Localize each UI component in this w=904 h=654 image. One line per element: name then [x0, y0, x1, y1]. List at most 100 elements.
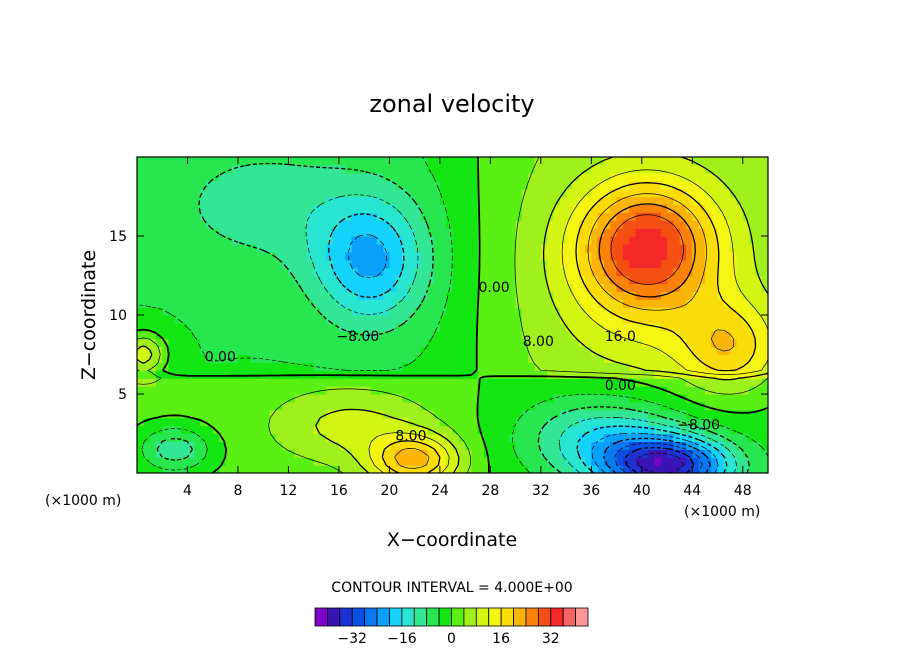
- field-cell: [603, 378, 611, 387]
- field-cell: [269, 441, 277, 450]
- field-cell: [673, 441, 681, 450]
- field-cell: [332, 172, 340, 182]
- field-cell: [256, 307, 264, 316]
- field-cell: [181, 378, 189, 387]
- field-cell: [603, 283, 611, 292]
- field-cell: [402, 433, 409, 442]
- field-cell: [730, 425, 738, 435]
- field-cell: [420, 180, 428, 190]
- field-cell: [704, 346, 712, 356]
- field-cell: [162, 243, 170, 253]
- field-cell: [187, 212, 195, 221]
- field-cell: [673, 465, 681, 473]
- field-cell: [357, 394, 365, 403]
- field-cell: [162, 457, 170, 466]
- field-cell: [704, 188, 712, 198]
- field-cell: [212, 330, 220, 340]
- field-cell: [275, 354, 283, 363]
- field-cell: [332, 220, 340, 229]
- field-cell: [490, 180, 498, 190]
- field-cell: [326, 283, 334, 292]
- field-cell: [484, 204, 491, 213]
- field-cell: [515, 275, 523, 284]
- field-cell: [717, 433, 725, 442]
- field-cell: [263, 259, 271, 269]
- field-cell: [174, 441, 182, 450]
- field-cell: [566, 378, 573, 387]
- field-cell: [761, 180, 768, 190]
- field-cell: [484, 378, 491, 387]
- field-cell: [143, 338, 151, 348]
- field-cell: [149, 283, 157, 292]
- field-cell: [168, 362, 176, 371]
- field-cell: [244, 243, 252, 253]
- field-cell: [174, 212, 182, 221]
- field-cell: [484, 370, 491, 379]
- colorbar-tick-label: 0: [447, 631, 456, 647]
- field-cell: [370, 299, 378, 308]
- field-cell: [534, 378, 542, 387]
- colorbar-swatch: [327, 607, 341, 627]
- field-cell: [250, 307, 258, 316]
- field-cell: [730, 409, 738, 419]
- field-cell: [742, 315, 750, 324]
- field-cell: [427, 346, 435, 356]
- field-cell: [585, 157, 592, 166]
- field-cell: [685, 299, 693, 308]
- field-cell: [490, 196, 498, 205]
- field-cell: [301, 220, 308, 229]
- field-cell: [477, 267, 485, 277]
- field-cell: [660, 322, 668, 332]
- field-cell: [364, 409, 372, 419]
- field-cell: [692, 307, 700, 316]
- field-cell: [364, 322, 372, 332]
- field-cell: [345, 465, 353, 473]
- field-cell: [736, 354, 744, 363]
- field-cell: [155, 267, 163, 277]
- field-cell: [427, 322, 435, 332]
- field-cell: [496, 220, 504, 229]
- field-cell: [654, 236, 662, 245]
- field-cell: [206, 322, 214, 332]
- field-cell: [711, 449, 719, 458]
- field-cell: [200, 315, 208, 324]
- field-cell: [319, 441, 327, 450]
- field-cell: [187, 157, 195, 166]
- field-cell: [294, 315, 302, 324]
- field-cell: [679, 212, 687, 221]
- field-cell: [761, 196, 768, 205]
- field-cell: [566, 346, 573, 356]
- field-cell: [540, 291, 548, 300]
- field-cell: [471, 196, 479, 205]
- field-cell: [717, 157, 725, 166]
- field-cell: [364, 251, 372, 261]
- field-cell: [553, 164, 561, 174]
- field-cell: [326, 228, 334, 237]
- field-cell: [667, 212, 674, 221]
- field-cell: [585, 386, 592, 395]
- field-cell: [465, 449, 473, 458]
- field-cell: [137, 172, 144, 182]
- field-cell: [263, 338, 271, 348]
- field-cell: [225, 267, 233, 277]
- field-cell: [193, 322, 201, 332]
- field-cell: [585, 259, 592, 269]
- field-cell: [168, 386, 176, 395]
- field-cell: [704, 164, 712, 174]
- field-cell: [338, 433, 346, 442]
- field-cell: [521, 291, 529, 300]
- field-cell: [301, 188, 308, 198]
- field-cell: [370, 204, 378, 213]
- field-cell: [364, 220, 372, 229]
- field-cell: [402, 378, 409, 387]
- field-cell: [490, 449, 498, 458]
- field-cell: [477, 425, 485, 435]
- field-cell: [370, 362, 378, 371]
- field-cell: [736, 338, 744, 348]
- field-cell: [376, 267, 384, 277]
- field-cell: [193, 157, 201, 166]
- field-cell: [383, 417, 390, 427]
- field-cell: [723, 338, 731, 348]
- field-cell: [540, 330, 548, 340]
- field-cell: [219, 196, 226, 205]
